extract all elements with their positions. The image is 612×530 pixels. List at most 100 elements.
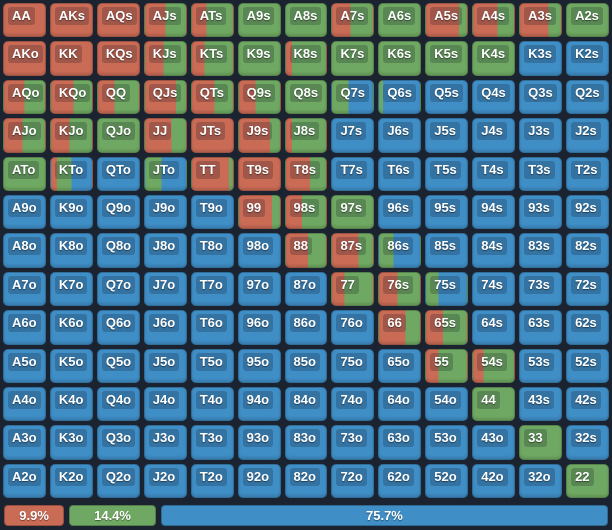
cell-JJ[interactable]: JJ (143, 118, 187, 153)
cell-93o[interactable]: 93o (237, 425, 281, 460)
cell-J2o[interactable]: J2o (143, 463, 187, 499)
cell-73s[interactable]: 73s (519, 271, 563, 307)
cell-A8s[interactable]: A8s (284, 3, 328, 38)
cell-K9o[interactable]: K9o (49, 194, 93, 230)
cell-86o[interactable]: 86o (284, 310, 328, 345)
cell-83s[interactable]: 83s (519, 233, 563, 268)
cell-QQ[interactable]: QQ (96, 79, 140, 115)
cell-TT[interactable]: TT (190, 156, 234, 191)
cell-A5o[interactable]: A5o (3, 348, 46, 383)
cell-Q3o[interactable]: Q3o (96, 425, 140, 460)
cell-73o[interactable]: 73o (331, 425, 375, 460)
cell-Q9o[interactable]: Q9o (96, 194, 140, 230)
cell-54s[interactable]: 54s (472, 348, 516, 383)
cell-74s[interactable]: 74s (472, 271, 516, 307)
cell-43o[interactable]: 43o (472, 425, 516, 460)
cell-ATo[interactable]: ATo (3, 156, 46, 191)
cell-A6s[interactable]: A6s (378, 3, 422, 38)
cell-62s[interactable]: 62s (566, 310, 609, 345)
cell-T5o[interactable]: T5o (190, 348, 234, 383)
cell-J3s[interactable]: J3s (519, 118, 563, 153)
cell-T2o[interactable]: T2o (190, 463, 234, 499)
cell-KK[interactable]: KK (49, 41, 93, 76)
cell-32s[interactable]: 32s (566, 425, 609, 460)
cell-87s[interactable]: 87s (331, 233, 375, 268)
cell-98s[interactable]: 98s (284, 194, 328, 230)
cell-96s[interactable]: 96s (378, 194, 422, 230)
cell-Q5s[interactable]: Q5s (425, 79, 469, 115)
cell-KQs[interactable]: KQs (96, 41, 140, 76)
cell-65o[interactable]: 65o (378, 348, 422, 383)
cell-92s[interactable]: 92s (566, 194, 609, 230)
cell-33[interactable]: 33 (519, 425, 563, 460)
cell-KJs[interactable]: KJs (143, 41, 187, 76)
cell-K8s[interactable]: K8s (284, 41, 328, 76)
cell-74o[interactable]: 74o (331, 386, 375, 422)
cell-T2s[interactable]: T2s (566, 156, 609, 191)
cell-Q6s[interactable]: Q6s (378, 79, 422, 115)
cell-Q4s[interactable]: Q4s (472, 79, 516, 115)
cell-72o[interactable]: 72o (331, 463, 375, 499)
cell-53s[interactable]: 53s (519, 348, 563, 383)
cell-KTs[interactable]: KTs (190, 41, 234, 76)
cell-62o[interactable]: 62o (378, 463, 422, 499)
cell-Q2o[interactable]: Q2o (96, 463, 140, 499)
cell-AKo[interactable]: AKo (3, 41, 46, 76)
cell-95s[interactable]: 95s (425, 194, 469, 230)
cell-A9s[interactable]: A9s (237, 3, 281, 38)
cell-32o[interactable]: 32o (519, 463, 563, 499)
cell-Q5o[interactable]: Q5o (96, 348, 140, 383)
cell-Q7s[interactable]: Q7s (331, 79, 375, 115)
cell-84o[interactable]: 84o (284, 386, 328, 422)
cell-AKs[interactable]: AKs (49, 3, 93, 38)
cell-87o[interactable]: 87o (284, 271, 328, 307)
cell-44[interactable]: 44 (472, 386, 516, 422)
cell-J5s[interactable]: J5s (425, 118, 469, 153)
cell-Q9s[interactable]: Q9s (237, 79, 281, 115)
cell-T7o[interactable]: T7o (190, 271, 234, 307)
cell-ATs[interactable]: ATs (190, 3, 234, 38)
cell-J4o[interactable]: J4o (143, 386, 187, 422)
cell-T9s[interactable]: T9s (237, 156, 281, 191)
cell-97s[interactable]: 97s (331, 194, 375, 230)
cell-J9s[interactable]: J9s (237, 118, 281, 153)
cell-55[interactable]: 55 (425, 348, 469, 383)
cell-T3o[interactable]: T3o (190, 425, 234, 460)
cell-Q6o[interactable]: Q6o (96, 310, 140, 345)
cell-KTo[interactable]: KTo (49, 156, 93, 191)
cell-T3s[interactable]: T3s (519, 156, 563, 191)
cell-98o[interactable]: 98o (237, 233, 281, 268)
cell-A7o[interactable]: A7o (3, 271, 46, 307)
cell-QTs[interactable]: QTs (190, 79, 234, 115)
cell-97o[interactable]: 97o (237, 271, 281, 307)
cell-A4s[interactable]: A4s (472, 3, 516, 38)
cell-Q7o[interactable]: Q7o (96, 271, 140, 307)
cell-83o[interactable]: 83o (284, 425, 328, 460)
cell-K6o[interactable]: K6o (49, 310, 93, 345)
cell-A2o[interactable]: A2o (3, 463, 46, 499)
cell-75s[interactable]: 75s (425, 271, 469, 307)
cell-K5s[interactable]: K5s (425, 41, 469, 76)
cell-A6o[interactable]: A6o (3, 310, 46, 345)
cell-T5s[interactable]: T5s (425, 156, 469, 191)
cell-Q2s[interactable]: Q2s (566, 79, 609, 115)
cell-A8o[interactable]: A8o (3, 233, 46, 268)
cell-AJo[interactable]: AJo (3, 118, 46, 153)
cell-43s[interactable]: 43s (519, 386, 563, 422)
cell-A9o[interactable]: A9o (3, 194, 46, 230)
cell-Q8s[interactable]: Q8s (284, 79, 328, 115)
cell-82s[interactable]: 82s (566, 233, 609, 268)
cell-K2o[interactable]: K2o (49, 463, 93, 499)
cell-AA[interactable]: AA (3, 3, 46, 38)
cell-85s[interactable]: 85s (425, 233, 469, 268)
cell-T4o[interactable]: T4o (190, 386, 234, 422)
cell-99[interactable]: 99 (237, 194, 281, 230)
cell-K7o[interactable]: K7o (49, 271, 93, 307)
cell-76o[interactable]: 76o (331, 310, 375, 345)
cell-T8s[interactable]: T8s (284, 156, 328, 191)
cell-63s[interactable]: 63s (519, 310, 563, 345)
cell-Q4o[interactable]: Q4o (96, 386, 140, 422)
cell-64o[interactable]: 64o (378, 386, 422, 422)
cell-94o[interactable]: 94o (237, 386, 281, 422)
cell-QTo[interactable]: QTo (96, 156, 140, 191)
